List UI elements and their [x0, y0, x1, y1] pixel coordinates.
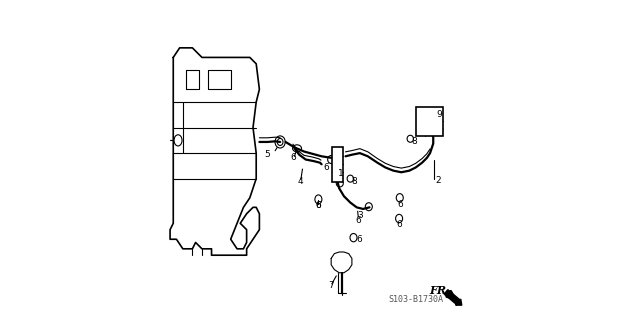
Text: 2: 2 [436, 176, 442, 185]
Text: 6: 6 [316, 201, 321, 210]
Text: 1: 1 [338, 169, 344, 178]
Bar [332, 147, 343, 182]
Text: 4: 4 [298, 177, 303, 186]
Text: 5: 5 [264, 150, 270, 159]
Text: 3: 3 [357, 211, 363, 220]
Text: 6: 6 [396, 220, 402, 229]
Bar [416, 107, 443, 136]
Text: 6: 6 [397, 200, 403, 209]
FancyArrow shape [444, 290, 462, 305]
Text: FR.: FR. [429, 285, 450, 296]
Text: 7: 7 [328, 281, 334, 290]
Text: 6: 6 [355, 216, 361, 225]
Text: 9: 9 [436, 110, 442, 119]
Text: S103-B1730A: S103-B1730A [388, 295, 444, 304]
Text: 6: 6 [290, 153, 296, 162]
Text: 6: 6 [356, 235, 362, 244]
Text: 8: 8 [351, 177, 357, 186]
Text: 6: 6 [316, 201, 321, 210]
Text: 8: 8 [412, 137, 417, 146]
Text: 6: 6 [323, 163, 329, 172]
